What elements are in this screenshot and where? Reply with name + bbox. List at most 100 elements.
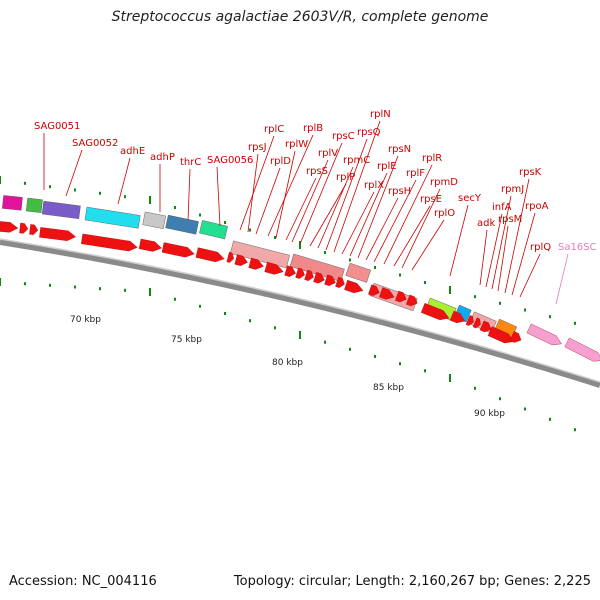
gene-label: rpoA [525,201,549,212]
cds-arrow [161,242,195,258]
gene-leader-line [285,177,317,241]
scale-tick-mark [324,340,326,344]
gene-label: rpmD [430,177,458,188]
gene-label: infA [492,202,512,213]
cog-block [199,220,228,240]
gene-leader-line [393,205,431,267]
gene-label: rplE [377,161,397,172]
scale-label: 70 kbp [70,315,101,325]
cds-arrow [264,261,284,275]
scale-tick-mark [374,355,376,358]
cds-arrow [344,279,364,293]
scale-tick-mark [349,347,351,351]
gene-label: rplR [422,153,442,164]
scale-tick-mark [474,295,476,299]
gene-leader-line [519,253,541,298]
cds-arrow [226,251,234,263]
gene-label: rplW [285,139,308,150]
gene-label: SAG0056 [207,155,253,166]
scale-tick-mark [374,266,376,269]
gene-leader-line [401,188,441,269]
gene-leader-line [299,142,343,245]
cog-block [84,206,141,229]
cog-block [165,214,199,235]
gene-leader-line [383,164,433,265]
scale-tick-mark [574,428,576,432]
gene-leader-line [117,157,131,205]
scale-tick-mark [549,417,551,421]
scale-tick-mark [249,228,251,232]
gene-leader-line [247,153,259,233]
scale-tick-mark [249,319,251,323]
cds-arrow [138,238,162,252]
scale-tick-mark [449,374,451,382]
gene-label: SAG0051 [34,121,80,132]
gene-track [0,220,600,362]
scale-tick-mark [324,251,326,254]
gene-label: rpsN [388,144,411,155]
cog-block [345,262,372,283]
scale-tick-mark [74,285,76,289]
scale-label: 75 kbp [171,335,202,345]
gene-label: rpsK [519,167,542,178]
gene-leader-line [333,120,381,253]
scale-label: 90 kbp [474,409,505,419]
gene-leader-line [511,212,536,296]
cds-arrow [335,276,345,288]
gene-leader-line [555,253,569,305]
cog-block [41,200,81,219]
scale-tick-mark [499,397,501,401]
gene-leader-line [449,204,469,277]
gene-leader-line [485,213,503,288]
scale-tick-mark [24,282,26,286]
gene-leader-line [373,179,417,263]
cds-arrow [509,331,522,343]
scale-tick-mark [199,304,201,308]
cds-arrow [420,303,450,321]
scale-tick-mark [424,281,426,284]
cds-arrow [234,254,248,266]
scale-tick-mark [124,195,126,199]
cds-arrow [304,269,314,281]
gene-label: rplO [434,208,455,219]
cds-arrow [406,294,418,307]
scale-labels: 70 kbp 75 kbp 80 kbp 85 kbp 90 kbp [70,315,505,419]
scale-tick-mark [349,258,351,262]
scale-tick-mark [99,287,101,291]
gene-label: rplX [364,180,384,191]
gene-leader-line [65,149,83,197]
gene-leader-line [309,183,347,247]
gene-leader-line [317,166,354,249]
scale-tick-mark [224,221,226,224]
gene-leader-line [341,191,375,255]
gene-label: rpsS [306,166,328,177]
cds-arrow [19,222,29,234]
cds-arrow [472,317,481,329]
gene-leader-line [267,134,314,237]
scale-tick-mark [224,312,226,315]
genome-summary-text: Topology: circular; Length: 2,160,267 bp… [233,574,591,589]
gene-leader-line [349,172,388,257]
gene-leader-line [491,195,512,290]
backbone-highlight [0,238,600,383]
scale-tick-mark [424,369,426,373]
gene-leader-line [365,197,399,261]
scale-tick-mark [99,191,101,195]
gene-label: adhP [150,152,175,163]
scale-tick-mark [299,331,301,339]
gene-leader-line [187,168,191,221]
accession-text: Accession: NC_004116 [9,574,157,589]
gene-leader-line [357,155,399,259]
cds-arrow [284,265,296,277]
cds-arrow [479,320,492,333]
scale-label: 80 kbp [272,358,303,368]
gene-label: SAG0052 [72,138,118,149]
gene-label: rplC [264,124,284,135]
scale-ticks [0,176,576,432]
genome-title: Streptococcus agalactiae 2603V/R, comple… [111,9,489,25]
cds-arrow [324,274,336,286]
rrna-arrow [526,323,562,346]
scale-tick-mark [299,241,301,249]
